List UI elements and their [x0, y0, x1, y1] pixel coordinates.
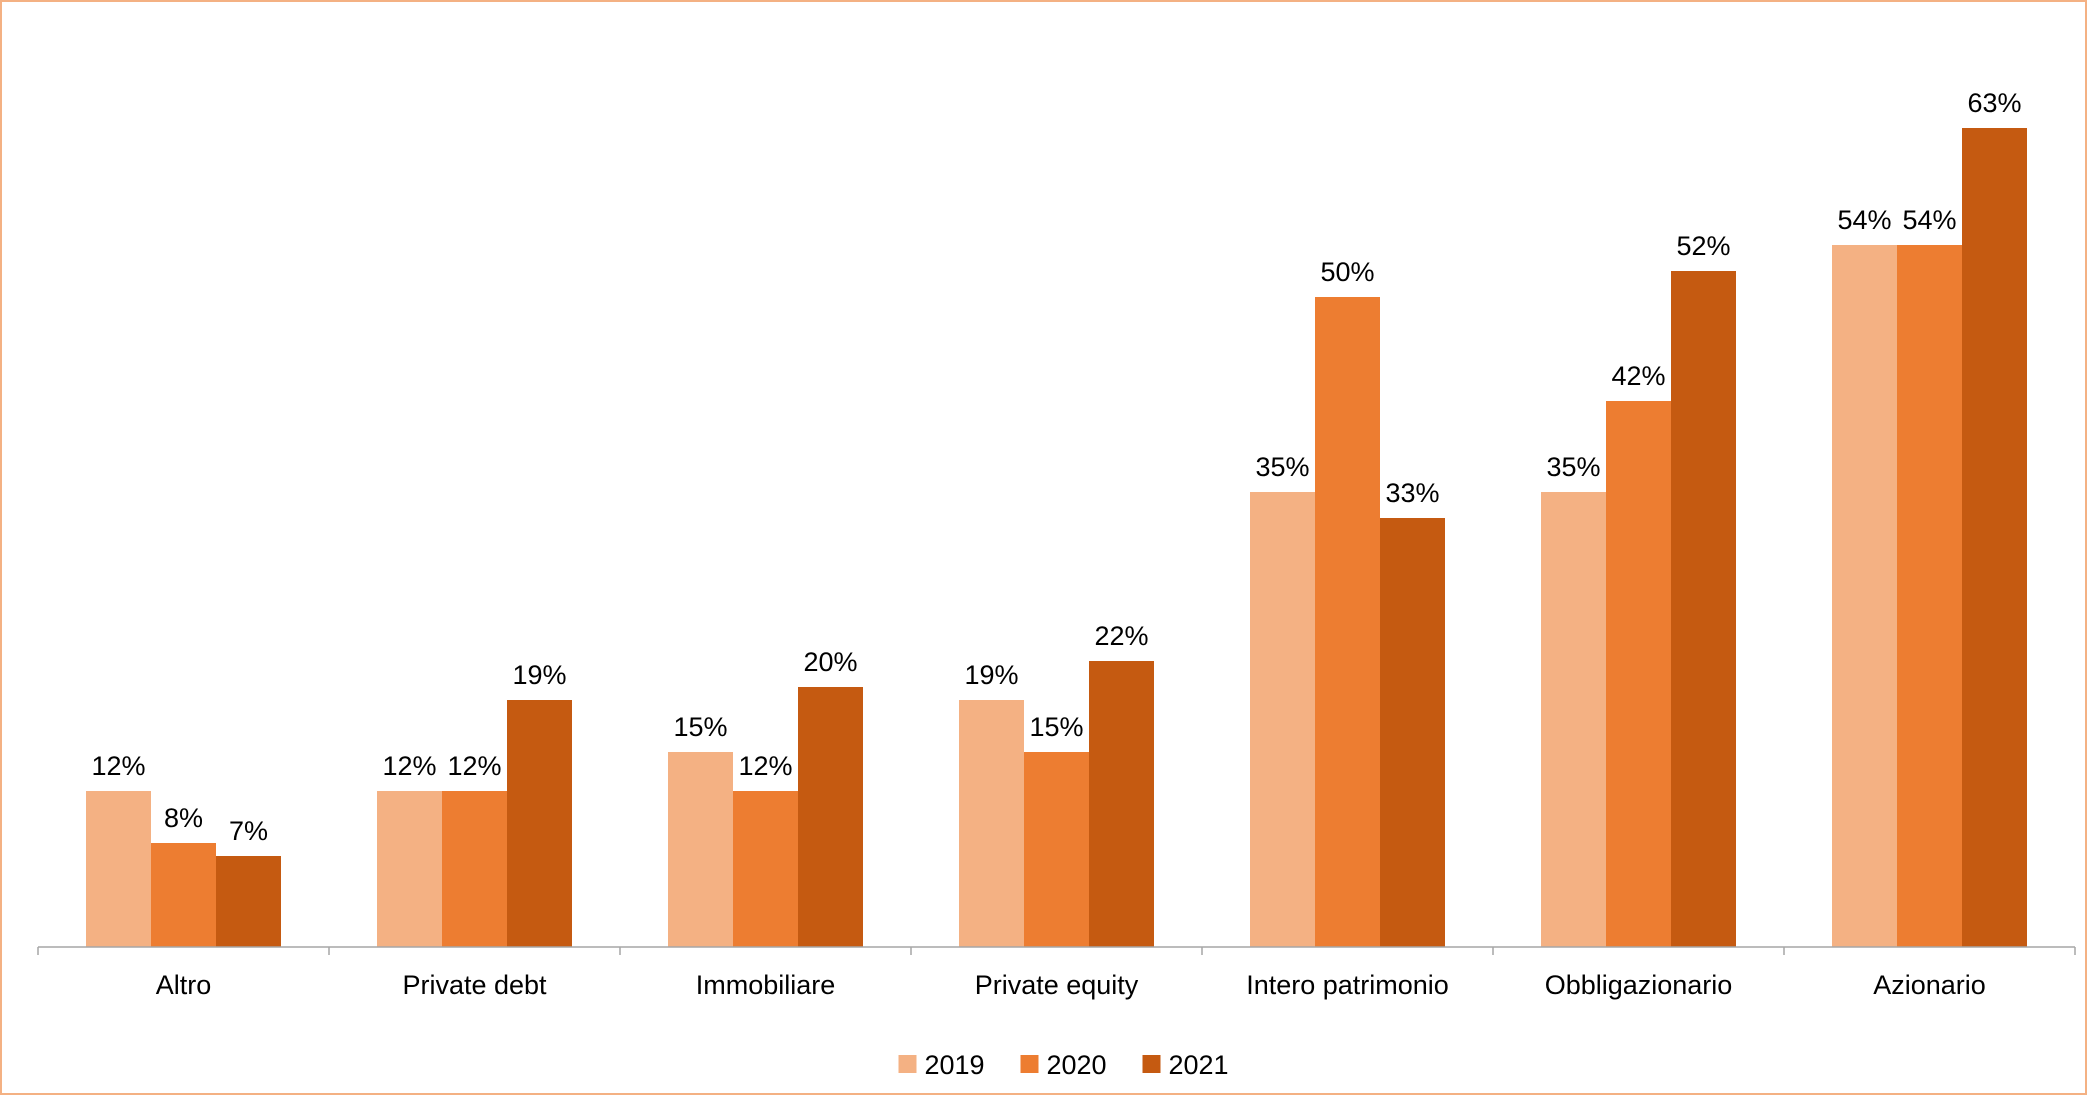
legend-swatch-2020: [1020, 1055, 1039, 1073]
x-tick-label-private-equity: Private equity: [975, 970, 1139, 1000]
data-label-immobiliare-2021: 20%: [803, 647, 857, 677]
bar-private-debt-2019: [377, 791, 442, 947]
bar-altro-2020: [151, 843, 216, 947]
x-tick-label-intero-patrimonio: Intero patrimonio: [1246, 970, 1449, 1000]
data-labels-layer: 12% 8% 7% 12% 12% 19% 15% 12% 20% 19% 15% 22% 35% 50%…: [91, 88, 2021, 846]
bar-azionario-2019: [1832, 245, 1897, 947]
data-label-azionario-2020: 54%: [1902, 205, 1956, 235]
bar-altro-2019: [86, 791, 151, 947]
bar-intero-patrimonio-2021: [1380, 518, 1445, 947]
legend-label-2021: 2021: [1169, 1050, 1229, 1080]
data-label-obbligazionario-2019: 35%: [1546, 452, 1600, 482]
data-label-private-equity-2020: 15%: [1029, 712, 1083, 742]
bar-altro-2021: [216, 856, 281, 947]
data-label-immobiliare-2020: 12%: [738, 751, 792, 781]
data-label-altro-2019: 12%: [91, 751, 145, 781]
data-label-private-debt-2020: 12%: [447, 751, 501, 781]
bar-private-equity-2021: [1089, 661, 1154, 947]
data-label-private-debt-2019: 12%: [382, 751, 436, 781]
data-label-altro-2020: 8%: [164, 803, 203, 833]
bar-azionario-2021: [1962, 128, 2027, 947]
bar-obbligazionario-2021: [1671, 271, 1736, 947]
x-tick-label-obbligazionario: Obbligazionario: [1545, 970, 1733, 1000]
bar-private-equity-2019: [959, 700, 1024, 947]
data-label-altro-2021: 7%: [229, 816, 268, 846]
bar-azionario-2020: [1897, 245, 1962, 947]
bar-immobiliare-2020: [733, 791, 798, 947]
bar-intero-patrimonio-2019: [1250, 492, 1315, 947]
x-tick-label-immobiliare: Immobiliare: [696, 970, 836, 1000]
data-label-azionario-2021: 63%: [1967, 88, 2021, 118]
legend-swatch-2019: [898, 1055, 917, 1073]
data-label-intero-patrimonio-2021: 33%: [1385, 478, 1439, 508]
legend: 2019 2020 2021: [898, 1050, 1229, 1080]
data-label-obbligazionario-2021: 52%: [1676, 231, 1730, 261]
legend-label-2019: 2019: [925, 1050, 985, 1080]
legend-item-2020: 2020: [1020, 1050, 1107, 1080]
legend-swatch-2021: [1142, 1055, 1161, 1073]
bar-obbligazionario-2020: [1606, 401, 1671, 947]
bar-private-equity-2020: [1024, 752, 1089, 947]
data-label-private-equity-2019: 19%: [964, 660, 1018, 690]
bar-private-debt-2020: [442, 791, 507, 947]
bars-layer: [86, 128, 2027, 947]
x-axis: Altro Private debt Immobiliare Private equi…: [37, 946, 2076, 1000]
data-label-intero-patrimonio-2019: 35%: [1255, 452, 1309, 482]
bar-immobiliare-2021: [798, 687, 863, 947]
legend-label-2020: 2020: [1047, 1050, 1107, 1080]
bar-intero-patrimonio-2020: [1315, 297, 1380, 947]
bar-private-debt-2021: [507, 700, 572, 947]
bar-obbligazionario-2019: [1541, 492, 1606, 947]
data-label-intero-patrimonio-2020: 50%: [1320, 257, 1374, 287]
x-tick-label-private-debt: Private debt: [402, 970, 547, 1000]
data-label-azionario-2019: 54%: [1837, 205, 1891, 235]
data-label-obbligazionario-2020: 42%: [1611, 361, 1665, 391]
data-label-immobiliare-2019: 15%: [673, 712, 727, 742]
x-tick-label-azionario: Azionario: [1873, 970, 1986, 1000]
data-label-private-equity-2021: 22%: [1094, 621, 1148, 651]
legend-item-2019: 2019: [898, 1050, 985, 1080]
legend-item-2021: 2021: [1142, 1050, 1229, 1080]
bar-immobiliare-2019: [668, 752, 733, 947]
x-tick-label-altro: Altro: [156, 970, 212, 1000]
data-label-private-debt-2021: 19%: [512, 660, 566, 690]
